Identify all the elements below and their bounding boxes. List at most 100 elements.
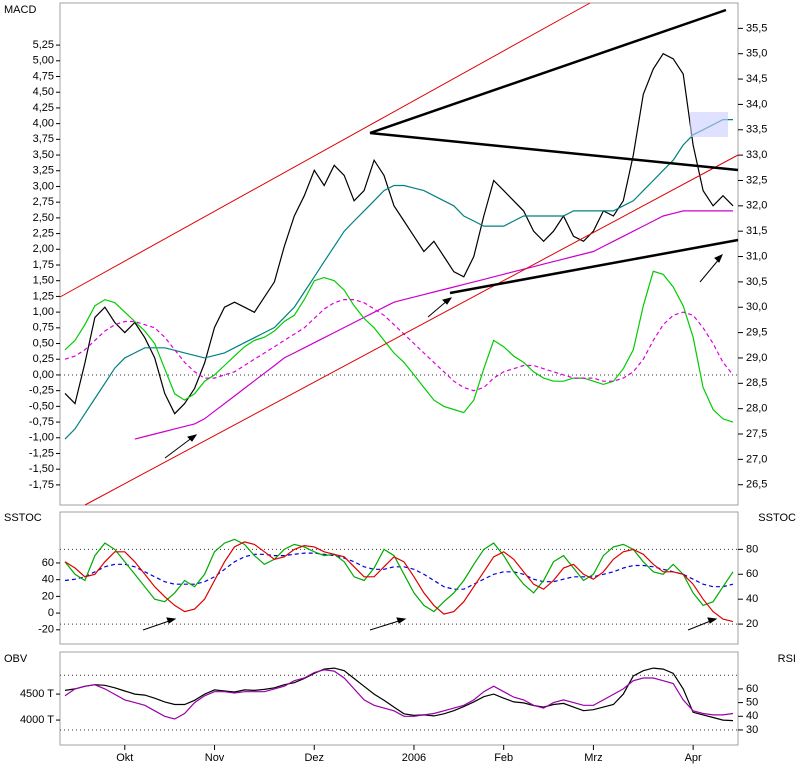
series-line bbox=[64, 538, 734, 613]
y2-tick-label: 28,0 bbox=[746, 403, 767, 415]
arrow-head bbox=[187, 434, 198, 442]
y-tick-label: 1,75 bbox=[33, 259, 54, 271]
y-tick-label: -0,50 bbox=[29, 400, 54, 412]
y-tick-label: -1,00 bbox=[29, 432, 54, 444]
y2-tick-label: 33,0 bbox=[746, 149, 767, 161]
channel-line bbox=[59, 2, 591, 298]
y-tick-label: -1,75 bbox=[29, 479, 54, 491]
y-tick-label: 2,00 bbox=[33, 243, 54, 255]
trend-line bbox=[449, 238, 739, 295]
panel-right-title: RSI bbox=[778, 653, 796, 665]
y-tick-label: 20 bbox=[42, 590, 54, 602]
y2-tick-label: 60 bbox=[746, 568, 758, 580]
y-tick-label: 0,75 bbox=[33, 322, 54, 334]
y2-tick-label: 80 bbox=[746, 543, 758, 555]
y-tick-label: 0,00 bbox=[33, 369, 54, 381]
y2-tick-label: 30,0 bbox=[746, 301, 767, 313]
series-line bbox=[64, 119, 733, 440]
y2-tick-label: 40 bbox=[746, 593, 758, 605]
series-line bbox=[64, 669, 734, 720]
panel-title: SSTOC bbox=[4, 512, 42, 524]
y-tick-label: -1,50 bbox=[29, 463, 54, 475]
y-tick-label: 4500 T bbox=[20, 688, 54, 700]
x-tick-label: Mrz bbox=[584, 752, 602, 764]
series-line bbox=[64, 541, 734, 623]
y-tick-label: 5,00 bbox=[33, 55, 54, 67]
panel-frames bbox=[59, 2, 739, 746]
y2-tick-label: 40 bbox=[746, 710, 758, 722]
y2-tick-label: 30,5 bbox=[746, 276, 767, 288]
y-tick-label: -0,25 bbox=[29, 385, 54, 397]
y-tick-label: 3,25 bbox=[33, 165, 54, 177]
y2-tick-label: 32,5 bbox=[746, 174, 767, 186]
y-tick-label: 0 bbox=[48, 607, 54, 619]
y-tick-label: 3,75 bbox=[33, 133, 54, 145]
channel-line bbox=[84, 154, 739, 506]
y2-tick-label: 34,0 bbox=[746, 98, 767, 110]
y2-tick-label: 60 bbox=[746, 683, 758, 695]
series-line bbox=[134, 210, 733, 440]
y2-tick-label: 34,5 bbox=[746, 73, 767, 85]
panel-frame bbox=[59, 2, 739, 506]
series-line bbox=[64, 299, 734, 392]
y2-tick-label: 31,0 bbox=[746, 250, 767, 262]
y2-tick-label: 30 bbox=[746, 724, 758, 736]
y-tick-label: 1,00 bbox=[33, 306, 54, 318]
y2-tick-label: 20 bbox=[746, 618, 758, 630]
y2-tick-label: 33,5 bbox=[746, 124, 767, 136]
y-tick-label: 2,50 bbox=[33, 212, 54, 224]
trend-line bbox=[369, 131, 739, 172]
arrow bbox=[164, 436, 194, 459]
y-tick-label: -1,25 bbox=[29, 447, 54, 459]
x-tick-label: Dez bbox=[304, 752, 324, 764]
y2-tick-label: 35,0 bbox=[746, 48, 767, 60]
y2-tick-label: 31,5 bbox=[746, 225, 767, 237]
y2-tick-label: 29,0 bbox=[746, 352, 767, 364]
y-tick-label: 40 bbox=[42, 574, 54, 586]
marks: -1,75 -1,50 -1,25 -1,00 -0,75 -0,50 -0,25 0,00 0… bbox=[20, 22, 767, 764]
series-line bbox=[64, 667, 734, 722]
x-tick-label: Feb bbox=[494, 752, 513, 764]
arrow bbox=[427, 299, 449, 318]
series-line bbox=[64, 52, 734, 415]
y-tick-label: 2,25 bbox=[33, 227, 54, 239]
y-tick-label: 0,25 bbox=[33, 353, 54, 365]
panel-title: MACD bbox=[4, 4, 36, 16]
x-tick-label: 2006 bbox=[402, 752, 426, 764]
arrow-head bbox=[396, 617, 407, 624]
y-tick-label: 3,00 bbox=[33, 180, 54, 192]
series-line bbox=[64, 270, 734, 423]
y-tick-label: 4,50 bbox=[33, 86, 54, 98]
y2-tick-label: 28,5 bbox=[746, 377, 767, 389]
trendlines bbox=[59, 2, 739, 506]
x-tick-label: Nov bbox=[205, 752, 225, 764]
x-tick-label: Apr bbox=[685, 752, 702, 764]
y2-tick-label: 26,5 bbox=[746, 479, 767, 491]
panel-title: OBV bbox=[4, 653, 28, 665]
y2-tick-label: 35,5 bbox=[746, 22, 767, 34]
y2-tick-label: 50 bbox=[746, 697, 758, 709]
panel-frame bbox=[59, 651, 739, 746]
y2-tick-label: 29,5 bbox=[746, 327, 767, 339]
arrows bbox=[142, 254, 723, 631]
y-tick-label: 60 bbox=[42, 557, 54, 569]
y2-tick-label: 32,0 bbox=[746, 200, 767, 212]
highlight-box bbox=[690, 112, 728, 137]
panel-right-title: SSTOC bbox=[758, 512, 796, 524]
arrow bbox=[369, 619, 403, 631]
trend-line bbox=[369, 8, 727, 135]
y-tick-label: -20 bbox=[38, 624, 54, 636]
series-line bbox=[64, 552, 734, 590]
y-tick-label: 1,25 bbox=[33, 290, 54, 302]
arrow-head bbox=[707, 617, 718, 624]
y2-tick-label: 27,0 bbox=[746, 453, 767, 465]
y-tick-label: 2,75 bbox=[33, 196, 54, 208]
y-tick-label: 1,50 bbox=[33, 275, 54, 287]
y2-tick-label: 27,5 bbox=[746, 428, 767, 440]
arrow-head bbox=[166, 617, 177, 624]
arrow-head bbox=[714, 254, 723, 263]
y-tick-label: -0,75 bbox=[29, 416, 54, 428]
